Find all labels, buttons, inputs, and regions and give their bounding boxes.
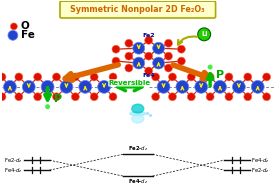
Circle shape [41,80,54,93]
Circle shape [8,30,18,40]
Circle shape [79,80,92,93]
Circle shape [53,73,61,81]
Text: Fe4-$d_z$: Fe4-$d_z$ [251,156,270,165]
Circle shape [157,80,170,93]
Circle shape [208,65,213,70]
Circle shape [109,93,117,101]
Circle shape [53,93,61,101]
Circle shape [10,23,17,30]
Circle shape [244,73,252,81]
Text: O: O [21,21,30,31]
Text: Li: Li [201,31,207,37]
Circle shape [232,80,245,93]
Circle shape [198,28,211,41]
Text: Fe4: Fe4 [142,74,155,78]
Circle shape [225,73,233,81]
Ellipse shape [132,104,144,113]
Circle shape [145,67,153,75]
Circle shape [125,52,133,60]
Circle shape [225,93,233,101]
Circle shape [0,73,6,81]
Circle shape [125,39,133,47]
Circle shape [98,80,110,93]
Circle shape [145,36,153,44]
Circle shape [214,80,227,93]
Circle shape [251,80,264,93]
Circle shape [71,93,79,101]
Circle shape [263,93,270,101]
Circle shape [206,93,214,101]
Circle shape [164,64,172,72]
Circle shape [15,73,23,81]
Circle shape [187,73,195,81]
Text: Fe2-$d_z$: Fe2-$d_z$ [251,166,270,175]
Circle shape [152,73,159,81]
Circle shape [153,42,164,54]
Circle shape [164,52,172,60]
Circle shape [169,73,176,81]
Circle shape [177,45,185,53]
Text: Fe4-$d_z$: Fe4-$d_z$ [4,166,23,175]
Circle shape [187,93,195,101]
Circle shape [125,64,133,72]
Circle shape [34,73,42,81]
Circle shape [71,73,79,81]
Circle shape [176,80,189,93]
Text: Symmetric Nonpolar 2D Fe₂O₃: Symmetric Nonpolar 2D Fe₂O₃ [70,5,205,14]
Text: Fe4-$d_z$: Fe4-$d_z$ [128,177,148,186]
Circle shape [112,45,120,53]
Ellipse shape [130,112,146,116]
Circle shape [169,93,176,101]
Circle shape [90,73,98,81]
Circle shape [164,39,172,47]
Circle shape [133,57,145,69]
Circle shape [177,57,185,65]
Text: Reversible: Reversible [109,80,151,86]
Circle shape [152,93,159,101]
Ellipse shape [132,114,144,123]
Text: P: P [216,70,224,80]
Circle shape [60,80,73,93]
Circle shape [4,80,16,93]
Text: Fe2: Fe2 [142,33,155,38]
Circle shape [34,93,42,101]
Circle shape [263,73,270,81]
Circle shape [153,57,164,69]
Text: P: P [53,94,62,104]
Text: Fe2-$d_z$: Fe2-$d_z$ [128,144,148,153]
Circle shape [90,93,98,101]
Text: Fe2-$d_z$: Fe2-$d_z$ [4,156,23,165]
Circle shape [244,93,252,101]
Circle shape [45,104,50,109]
Circle shape [145,52,153,60]
Circle shape [15,93,23,101]
Circle shape [22,80,35,93]
Circle shape [0,93,6,101]
Circle shape [109,73,117,81]
Circle shape [112,57,120,65]
Circle shape [133,42,145,54]
Circle shape [206,73,214,81]
FancyBboxPatch shape [60,1,216,18]
Circle shape [195,80,208,93]
Text: Fe: Fe [21,30,35,40]
